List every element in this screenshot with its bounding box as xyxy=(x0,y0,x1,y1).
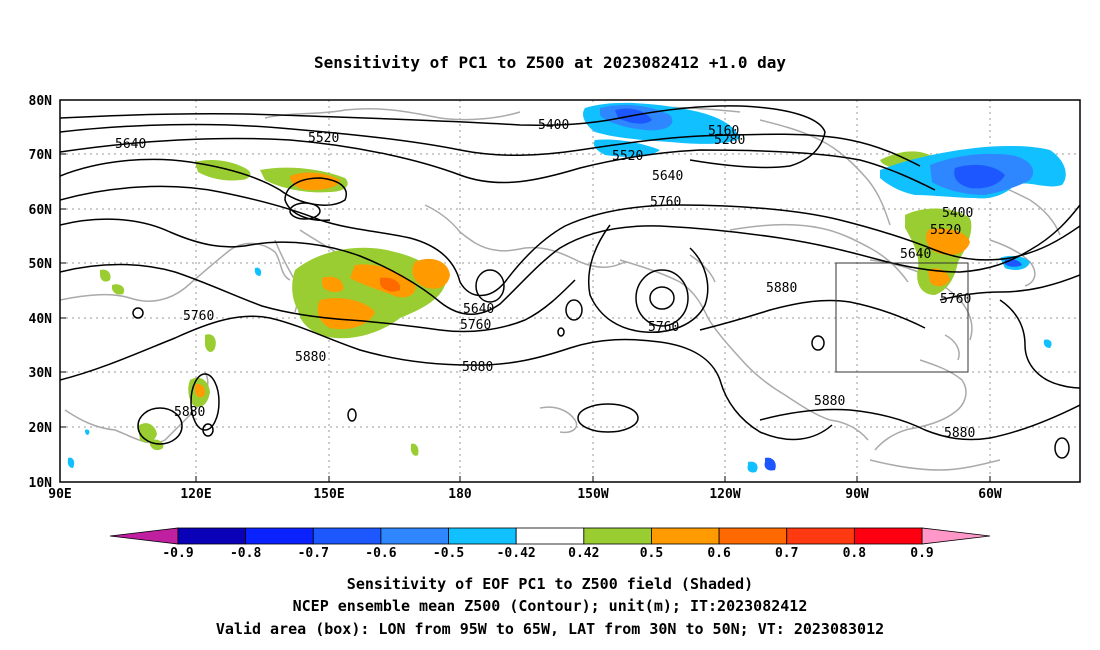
shade-positive-pacific xyxy=(410,443,419,456)
contour-label: 5880 xyxy=(944,426,975,441)
colorbar-high-arrow xyxy=(921,527,991,545)
colorbar-low-arrow xyxy=(109,527,179,545)
colorbar-label: 0.7 xyxy=(775,546,798,561)
shade-negative-scs xyxy=(67,457,75,468)
contour-label: 5880 xyxy=(766,281,797,296)
shade-negative-atl2 xyxy=(1043,339,1052,348)
lon-label: 60W xyxy=(978,487,1002,502)
shade-red-japan xyxy=(380,277,401,292)
contour-label: 5280 xyxy=(714,133,745,148)
shade-orange-japan4 xyxy=(322,276,344,293)
contour-label: 5640 xyxy=(463,302,494,317)
shade-orange-canada xyxy=(926,228,970,255)
contour-label: 5520 xyxy=(930,223,961,238)
colorbar-label: -0.7 xyxy=(298,546,329,561)
contour-label: 5760 xyxy=(940,292,971,307)
footer-line-3: Valid area (box): LON from 95W to 65W, L… xyxy=(216,620,884,638)
colorbar-label: -0.6 xyxy=(365,546,396,561)
colorbar-label: 0.5 xyxy=(640,546,663,561)
lat-label: 70N xyxy=(29,148,53,163)
colorbar-label: -0.8 xyxy=(230,546,261,561)
tick-marks xyxy=(60,99,991,483)
map-frame xyxy=(59,99,1081,483)
colorbar-segment xyxy=(177,527,247,545)
contour-label: 5760 xyxy=(650,195,681,210)
contour-label: 5880 xyxy=(462,360,493,375)
map-title: Sensitivity of PC1 to Z500 at 2023082412… xyxy=(314,53,786,72)
contour-label: 5760 xyxy=(183,309,214,324)
colorbar-segment xyxy=(718,527,788,545)
lon-label: 90W xyxy=(845,487,869,502)
lon-label: 90E xyxy=(48,487,71,502)
colorbar-segment xyxy=(583,527,652,545)
colorbar-segment xyxy=(448,527,517,545)
colorbar-segment xyxy=(245,527,314,545)
contour-label: 5880 xyxy=(174,405,205,420)
colorbar-label: 0.6 xyxy=(707,546,731,561)
shade-orange-okhotsk xyxy=(290,172,340,190)
contour-label: 5760 xyxy=(460,318,491,333)
contour-label: 5640 xyxy=(900,247,931,262)
contour-label: 5400 xyxy=(942,206,973,221)
lon-label: 120E xyxy=(180,487,211,502)
lat-label: 30N xyxy=(29,366,53,381)
lat-label: 20N xyxy=(29,421,53,436)
colorbar-segment xyxy=(853,527,923,545)
shade-negative-bb xyxy=(254,267,262,276)
lat-label: 80N xyxy=(29,94,53,109)
lon-label: 150E xyxy=(313,487,344,502)
contour-label: 5520 xyxy=(308,131,339,146)
lat-label: 10N xyxy=(29,476,53,491)
contour-label: 5760 xyxy=(648,320,679,335)
shade-negative-scs2 xyxy=(85,429,90,435)
contour-labels: 5400 5160 5280 5520 5640 5520 5640 5760 … xyxy=(115,118,975,441)
shade-negative-pacific2 xyxy=(764,457,776,471)
contour-label: 5880 xyxy=(295,350,326,365)
shade-positive-scs2 xyxy=(150,439,164,451)
valid-area-box xyxy=(835,262,969,373)
lon-label: 120W xyxy=(709,487,740,502)
contour-label: 5640 xyxy=(115,137,146,152)
colorbar-segment xyxy=(515,527,585,545)
colorbar-label: -0.9 xyxy=(162,546,193,561)
colorbar-label: 0.42 xyxy=(568,546,599,561)
colorbar-label: -0.5 xyxy=(433,546,464,561)
shade-orange-japan2 xyxy=(412,258,450,289)
colorbar-segment xyxy=(786,527,855,545)
map-panel: 5400 5160 5280 5520 5640 5520 5640 5760 … xyxy=(29,94,1081,502)
colorbar-label: 0.8 xyxy=(843,546,867,561)
shade-negative-pacific xyxy=(747,461,758,473)
shade-positive-china2 xyxy=(100,269,111,282)
shade-orange-canada2 xyxy=(928,268,950,287)
shade-orange-taiwan xyxy=(195,384,206,398)
colorbar: -0.9 -0.8 -0.7 -0.6 -0.5 -0.42 0.42 0.5 0.6 0.7 0.… xyxy=(109,527,991,561)
shade-positive-china3 xyxy=(112,284,125,295)
colorbar-label: -0.42 xyxy=(497,546,536,561)
lon-label: 180 xyxy=(448,487,472,502)
lon-label: 150W xyxy=(577,487,608,502)
footer-line-2: NCEP ensemble mean Z500 (Contour); unit(… xyxy=(293,597,808,615)
contour-label: 5640 xyxy=(652,169,683,184)
shade-negative-greenland-core xyxy=(954,164,1005,189)
lat-label: 50N xyxy=(29,257,53,272)
lat-label: 40N xyxy=(29,312,53,327)
footer-line-1: Sensitivity of EOF PC1 to Z500 field (Sh… xyxy=(347,575,753,593)
lat-label: 60N xyxy=(29,203,53,218)
colorbar-segment xyxy=(651,527,720,545)
shade-positive-china xyxy=(205,334,216,352)
contour-label: 5400 xyxy=(538,118,569,133)
colorbar-segment xyxy=(312,527,382,545)
contour-label: 5160 xyxy=(708,124,739,139)
colorbar-segment xyxy=(380,527,449,545)
shade-negative-arctic2 xyxy=(593,139,660,157)
contour-label: 5880 xyxy=(814,394,845,409)
contour-label: 5520 xyxy=(612,149,643,164)
lat-labels: 80N 70N 60N 50N 40N 30N 20N 10N xyxy=(29,94,53,491)
z500-contours xyxy=(60,105,1080,459)
colorbar-label: 0.9 xyxy=(910,546,933,561)
lon-labels: 90E 120E 150E 180 150W 120W 90W 60W xyxy=(48,487,1002,502)
